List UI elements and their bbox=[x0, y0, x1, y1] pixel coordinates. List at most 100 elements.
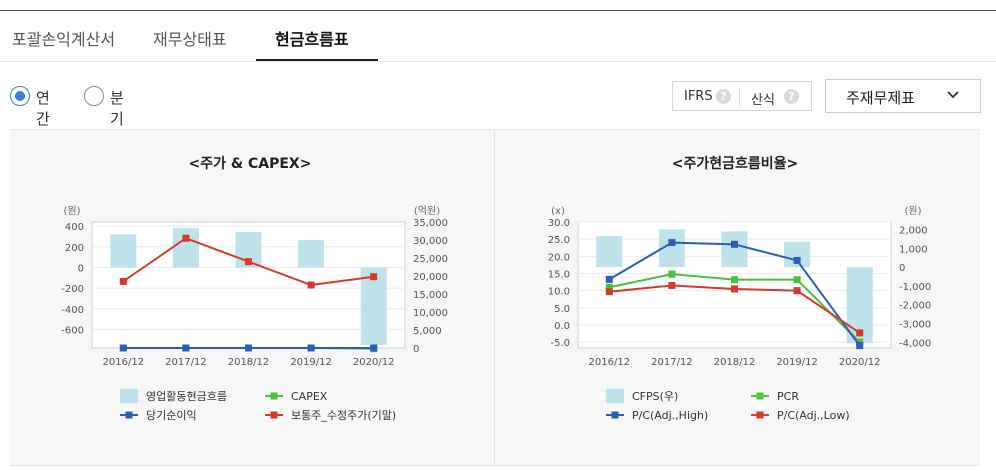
x-tick-label: 2016/12 bbox=[589, 357, 631, 368]
y-right-tick-label: 10,000 bbox=[413, 308, 448, 319]
legend-label: P/C(Adj.,High) bbox=[632, 409, 708, 422]
statement-type-select[interactable]: 주재무제표 bbox=[825, 79, 981, 113]
x-tick-label: 2017/12 bbox=[165, 357, 207, 368]
series-point bbox=[245, 258, 252, 266]
x-tick-label: 2018/12 bbox=[714, 357, 756, 368]
series-point bbox=[731, 240, 738, 248]
y-left-tick-label: -5.0 bbox=[550, 338, 570, 349]
legend-swatch-marker bbox=[125, 411, 133, 419]
y-right-tick-label: 35,000 bbox=[413, 218, 448, 229]
series-point bbox=[182, 234, 190, 242]
y-right-tick-label: 30,000 bbox=[413, 236, 448, 247]
y-left-tick-label: 0.0 bbox=[554, 321, 570, 332]
price-capex-chart: 400 200 0 -200 -400 -600 35,000 30,000 25,000 20,… bbox=[61, 205, 448, 422]
y-left-tick-label: -200 bbox=[61, 284, 84, 295]
charts-panel: <주가 & CAPEX> <주가현금흐름비율> 400 200 0 -200 -400 -… bbox=[10, 129, 980, 466]
y-right-tick-label: 20,000 bbox=[413, 272, 448, 283]
series-point bbox=[307, 344, 315, 352]
y-right-tick-label: 1,000 bbox=[899, 244, 928, 255]
series-point bbox=[793, 276, 801, 284]
bar-mark bbox=[110, 234, 137, 268]
series-point bbox=[731, 285, 738, 293]
chart-title-price-capex: <주가 & CAPEX> bbox=[188, 156, 312, 172]
series-point bbox=[668, 282, 676, 290]
charts-divider bbox=[494, 130, 495, 465]
price-cashflow-ratio-chart: 30.0 25.0 20.0 15.0 10.0 5.0 0.0 -5.0 2,000 1,000… bbox=[548, 205, 932, 422]
active-tab-indicator bbox=[256, 59, 378, 61]
y-right-tick-label: -3,000 bbox=[899, 320, 931, 331]
chevron-down-icon bbox=[947, 91, 959, 99]
series-point bbox=[605, 275, 613, 283]
y-right-tick-label: -1,000 bbox=[899, 282, 931, 293]
y-right-tick-label: 0 bbox=[413, 344, 419, 355]
y-left-tick-label: -400 bbox=[61, 305, 84, 316]
x-tick-label: 2016/12 bbox=[103, 357, 145, 368]
statement-tabs: 포괄손익계산서 재무상태표 현금흐름표 bbox=[0, 11, 996, 62]
bar-mark bbox=[596, 236, 623, 268]
y-left-tick-label: 0 bbox=[78, 263, 84, 274]
annual-radio-label[interactable]: 연간 bbox=[36, 89, 50, 128]
x-tick-label: 2019/12 bbox=[290, 357, 332, 368]
statement-type-value: 주재무제표 bbox=[846, 89, 916, 107]
y-right-unit: (억원) bbox=[414, 205, 440, 217]
legend-label: PCR bbox=[777, 390, 799, 403]
tab-cash-flow[interactable]: 현금흐름표 bbox=[275, 30, 349, 49]
legend-label: 당기순이익 bbox=[146, 409, 197, 422]
y-left-tick-label: 10.0 bbox=[548, 287, 570, 298]
y-right-tick-label: 2,000 bbox=[899, 226, 928, 237]
series-point bbox=[856, 329, 864, 337]
series-point bbox=[731, 276, 738, 284]
y-right-tick-label: 5,000 bbox=[413, 326, 442, 337]
y-left-tick-label: 5.0 bbox=[554, 304, 570, 315]
y-left-tick-label: 15.0 bbox=[548, 269, 570, 280]
legend-swatch-marker bbox=[756, 392, 764, 400]
legend-label: P/C(Adj.,Low) bbox=[777, 409, 850, 422]
legend-swatch bbox=[120, 389, 138, 403]
series-point bbox=[119, 277, 127, 285]
bar-mark bbox=[172, 228, 199, 268]
bar-mark bbox=[721, 231, 748, 268]
x-tick-label: 2019/12 bbox=[776, 357, 818, 368]
accounting-options: IFRS ? 산식 ? bbox=[672, 81, 812, 111]
method-help-icon[interactable]: ? bbox=[784, 89, 799, 104]
y-right-tick-label: 25,000 bbox=[413, 254, 448, 265]
legend-swatch-marker bbox=[270, 411, 278, 419]
legend-swatch-marker bbox=[270, 392, 278, 400]
bar-mark bbox=[360, 267, 387, 345]
x-tick-label: 2018/12 bbox=[228, 357, 270, 368]
legend-label: CFPS(우) bbox=[632, 390, 678, 403]
series-point bbox=[245, 344, 252, 352]
annual-radio[interactable] bbox=[10, 86, 30, 106]
series-point bbox=[370, 344, 378, 352]
legend-swatch-marker bbox=[611, 411, 619, 419]
legend-label: CAPEX bbox=[291, 390, 328, 403]
y-left-unit: (원) bbox=[63, 205, 80, 217]
y-left-tick-label: 200 bbox=[65, 243, 84, 254]
x-tick-label: 2020/12 bbox=[353, 357, 395, 368]
quarterly-radio[interactable] bbox=[84, 86, 104, 106]
chart-title-price-cashflow-ratio: <주가현금흐름비율> bbox=[671, 156, 799, 172]
options-divider bbox=[739, 87, 740, 107]
top-border bbox=[0, 10, 996, 11]
legend-label: 영업활동현금흐름 bbox=[146, 389, 227, 403]
series-point bbox=[370, 273, 378, 281]
series-point bbox=[605, 283, 613, 291]
y-right-tick-label: -4,000 bbox=[899, 338, 931, 349]
y-left-tick-label: -600 bbox=[61, 325, 84, 336]
x-tick-label: 2017/12 bbox=[651, 357, 693, 368]
y-right-tick-label: 0 bbox=[899, 263, 905, 274]
series-point bbox=[668, 239, 676, 247]
tab-income-statement[interactable]: 포괄손익계산서 bbox=[12, 30, 116, 49]
y-left-tick-label: 30.0 bbox=[548, 218, 570, 229]
y-right-tick-label: 15,000 bbox=[413, 290, 448, 301]
legend-swatch bbox=[606, 389, 624, 403]
ifrs-help-icon[interactable]: ? bbox=[716, 89, 731, 104]
series-point bbox=[307, 281, 315, 289]
y-right-unit: (원) bbox=[904, 205, 921, 217]
bar-mark bbox=[298, 240, 325, 268]
tab-balance-sheet[interactable]: 재무상태표 bbox=[153, 30, 227, 49]
series-point bbox=[119, 344, 127, 352]
series-point bbox=[605, 288, 613, 296]
quarterly-radio-label[interactable]: 분기 bbox=[110, 89, 124, 128]
series-point bbox=[668, 270, 676, 278]
